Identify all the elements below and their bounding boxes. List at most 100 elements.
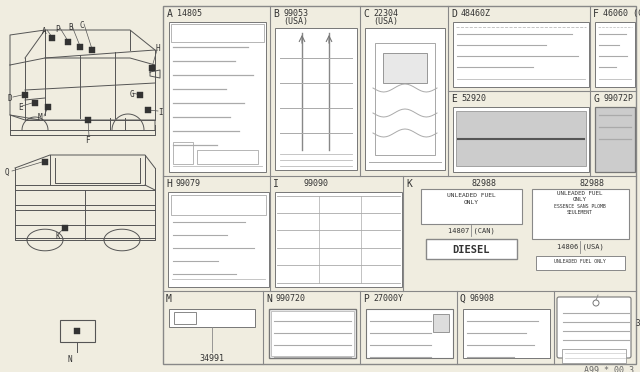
Text: UNLEADED FUEL: UNLEADED FUEL bbox=[447, 193, 495, 198]
Text: 14806 (USA): 14806 (USA) bbox=[557, 243, 604, 250]
Bar bbox=[74, 328, 80, 334]
Text: C: C bbox=[363, 9, 369, 19]
Text: C: C bbox=[80, 21, 84, 30]
Bar bbox=[169, 309, 255, 327]
Text: H: H bbox=[155, 44, 159, 53]
Bar bbox=[421, 189, 522, 224]
Text: 14807 (CAN): 14807 (CAN) bbox=[447, 227, 494, 234]
Text: A: A bbox=[167, 9, 173, 19]
Bar bbox=[536, 256, 625, 270]
Bar bbox=[62, 225, 68, 231]
Bar bbox=[275, 28, 357, 170]
Bar bbox=[169, 22, 266, 172]
Text: 34991M: 34991M bbox=[635, 318, 640, 327]
Bar bbox=[49, 35, 55, 41]
Bar bbox=[433, 314, 449, 332]
Bar bbox=[89, 47, 95, 53]
Text: A: A bbox=[42, 27, 47, 36]
Bar bbox=[145, 107, 151, 113]
Bar bbox=[271, 311, 354, 356]
FancyBboxPatch shape bbox=[557, 297, 631, 358]
Bar bbox=[174, 312, 196, 324]
Text: DIESEL: DIESEL bbox=[452, 245, 490, 255]
Bar bbox=[595, 107, 635, 172]
Text: I: I bbox=[158, 108, 163, 117]
Circle shape bbox=[593, 300, 599, 306]
Bar bbox=[60, 320, 95, 342]
Bar bbox=[532, 189, 629, 239]
Text: 14805: 14805 bbox=[177, 9, 202, 18]
Bar bbox=[163, 6, 636, 364]
Bar bbox=[77, 44, 83, 50]
Bar bbox=[365, 28, 445, 170]
Text: Q: Q bbox=[460, 294, 466, 304]
Text: D: D bbox=[451, 9, 457, 19]
Text: E: E bbox=[451, 94, 457, 104]
Text: (USA): (USA) bbox=[373, 17, 398, 26]
Text: D: D bbox=[8, 94, 13, 103]
Text: UNLEADED FUEL: UNLEADED FUEL bbox=[557, 191, 603, 196]
Text: ONLY: ONLY bbox=[573, 197, 587, 202]
Text: 99072P: 99072P bbox=[603, 94, 633, 103]
Bar bbox=[595, 22, 635, 87]
Text: 82988: 82988 bbox=[580, 179, 605, 188]
Text: K: K bbox=[406, 179, 412, 189]
Text: (USA): (USA) bbox=[283, 17, 308, 26]
Bar bbox=[42, 159, 48, 165]
Text: 22304: 22304 bbox=[373, 9, 398, 18]
Text: 99090: 99090 bbox=[303, 179, 328, 188]
Text: K: K bbox=[55, 232, 60, 241]
Text: A99 * 00 3: A99 * 00 3 bbox=[584, 366, 634, 372]
Bar bbox=[453, 107, 589, 172]
Text: B: B bbox=[68, 23, 72, 32]
Bar bbox=[65, 39, 71, 45]
Text: G: G bbox=[130, 90, 134, 99]
Bar bbox=[168, 192, 269, 287]
Bar bbox=[32, 100, 38, 106]
Text: 99053: 99053 bbox=[283, 9, 308, 18]
Text: 48460Z: 48460Z bbox=[461, 9, 491, 18]
Bar bbox=[45, 104, 51, 110]
Text: 82988: 82988 bbox=[471, 179, 496, 188]
Bar bbox=[197, 150, 258, 164]
Text: G: G bbox=[593, 94, 599, 104]
Text: ESSENCE SANS PLOMB: ESSENCE SANS PLOMB bbox=[554, 204, 606, 209]
Bar bbox=[562, 349, 626, 363]
Bar bbox=[456, 111, 586, 166]
Text: B: B bbox=[273, 9, 279, 19]
Bar bbox=[171, 24, 264, 42]
Bar bbox=[453, 22, 589, 87]
Text: 99079: 99079 bbox=[176, 179, 201, 188]
Text: UNLEADED FUEL ONLY: UNLEADED FUEL ONLY bbox=[554, 259, 606, 264]
Bar bbox=[171, 195, 266, 215]
Bar bbox=[275, 192, 402, 287]
Bar bbox=[366, 309, 453, 358]
Text: M: M bbox=[38, 113, 43, 122]
Text: N: N bbox=[266, 294, 272, 304]
Text: Q: Q bbox=[5, 168, 10, 177]
Text: ONLY: ONLY bbox=[463, 200, 479, 205]
Text: N: N bbox=[68, 355, 72, 364]
Text: F: F bbox=[85, 136, 90, 145]
Text: 96908: 96908 bbox=[470, 294, 495, 303]
Bar bbox=[269, 309, 356, 358]
Bar bbox=[426, 239, 517, 259]
Bar bbox=[22, 92, 28, 98]
Bar bbox=[137, 92, 143, 98]
Text: I: I bbox=[273, 179, 279, 189]
Text: F: F bbox=[593, 9, 599, 19]
Text: 990720: 990720 bbox=[276, 294, 306, 303]
Bar bbox=[85, 117, 91, 123]
Text: P: P bbox=[55, 25, 60, 34]
Text: H: H bbox=[166, 179, 172, 189]
Bar bbox=[383, 53, 427, 83]
Text: 52920: 52920 bbox=[461, 94, 486, 103]
Text: P: P bbox=[363, 294, 369, 304]
Text: 34991: 34991 bbox=[200, 354, 225, 363]
Bar bbox=[375, 43, 435, 155]
Text: SEULEMENT: SEULEMENT bbox=[567, 210, 593, 215]
Text: M: M bbox=[166, 294, 172, 304]
Text: 46060 (CAN): 46060 (CAN) bbox=[603, 9, 640, 18]
Text: E: E bbox=[18, 103, 22, 112]
Bar bbox=[173, 142, 193, 164]
